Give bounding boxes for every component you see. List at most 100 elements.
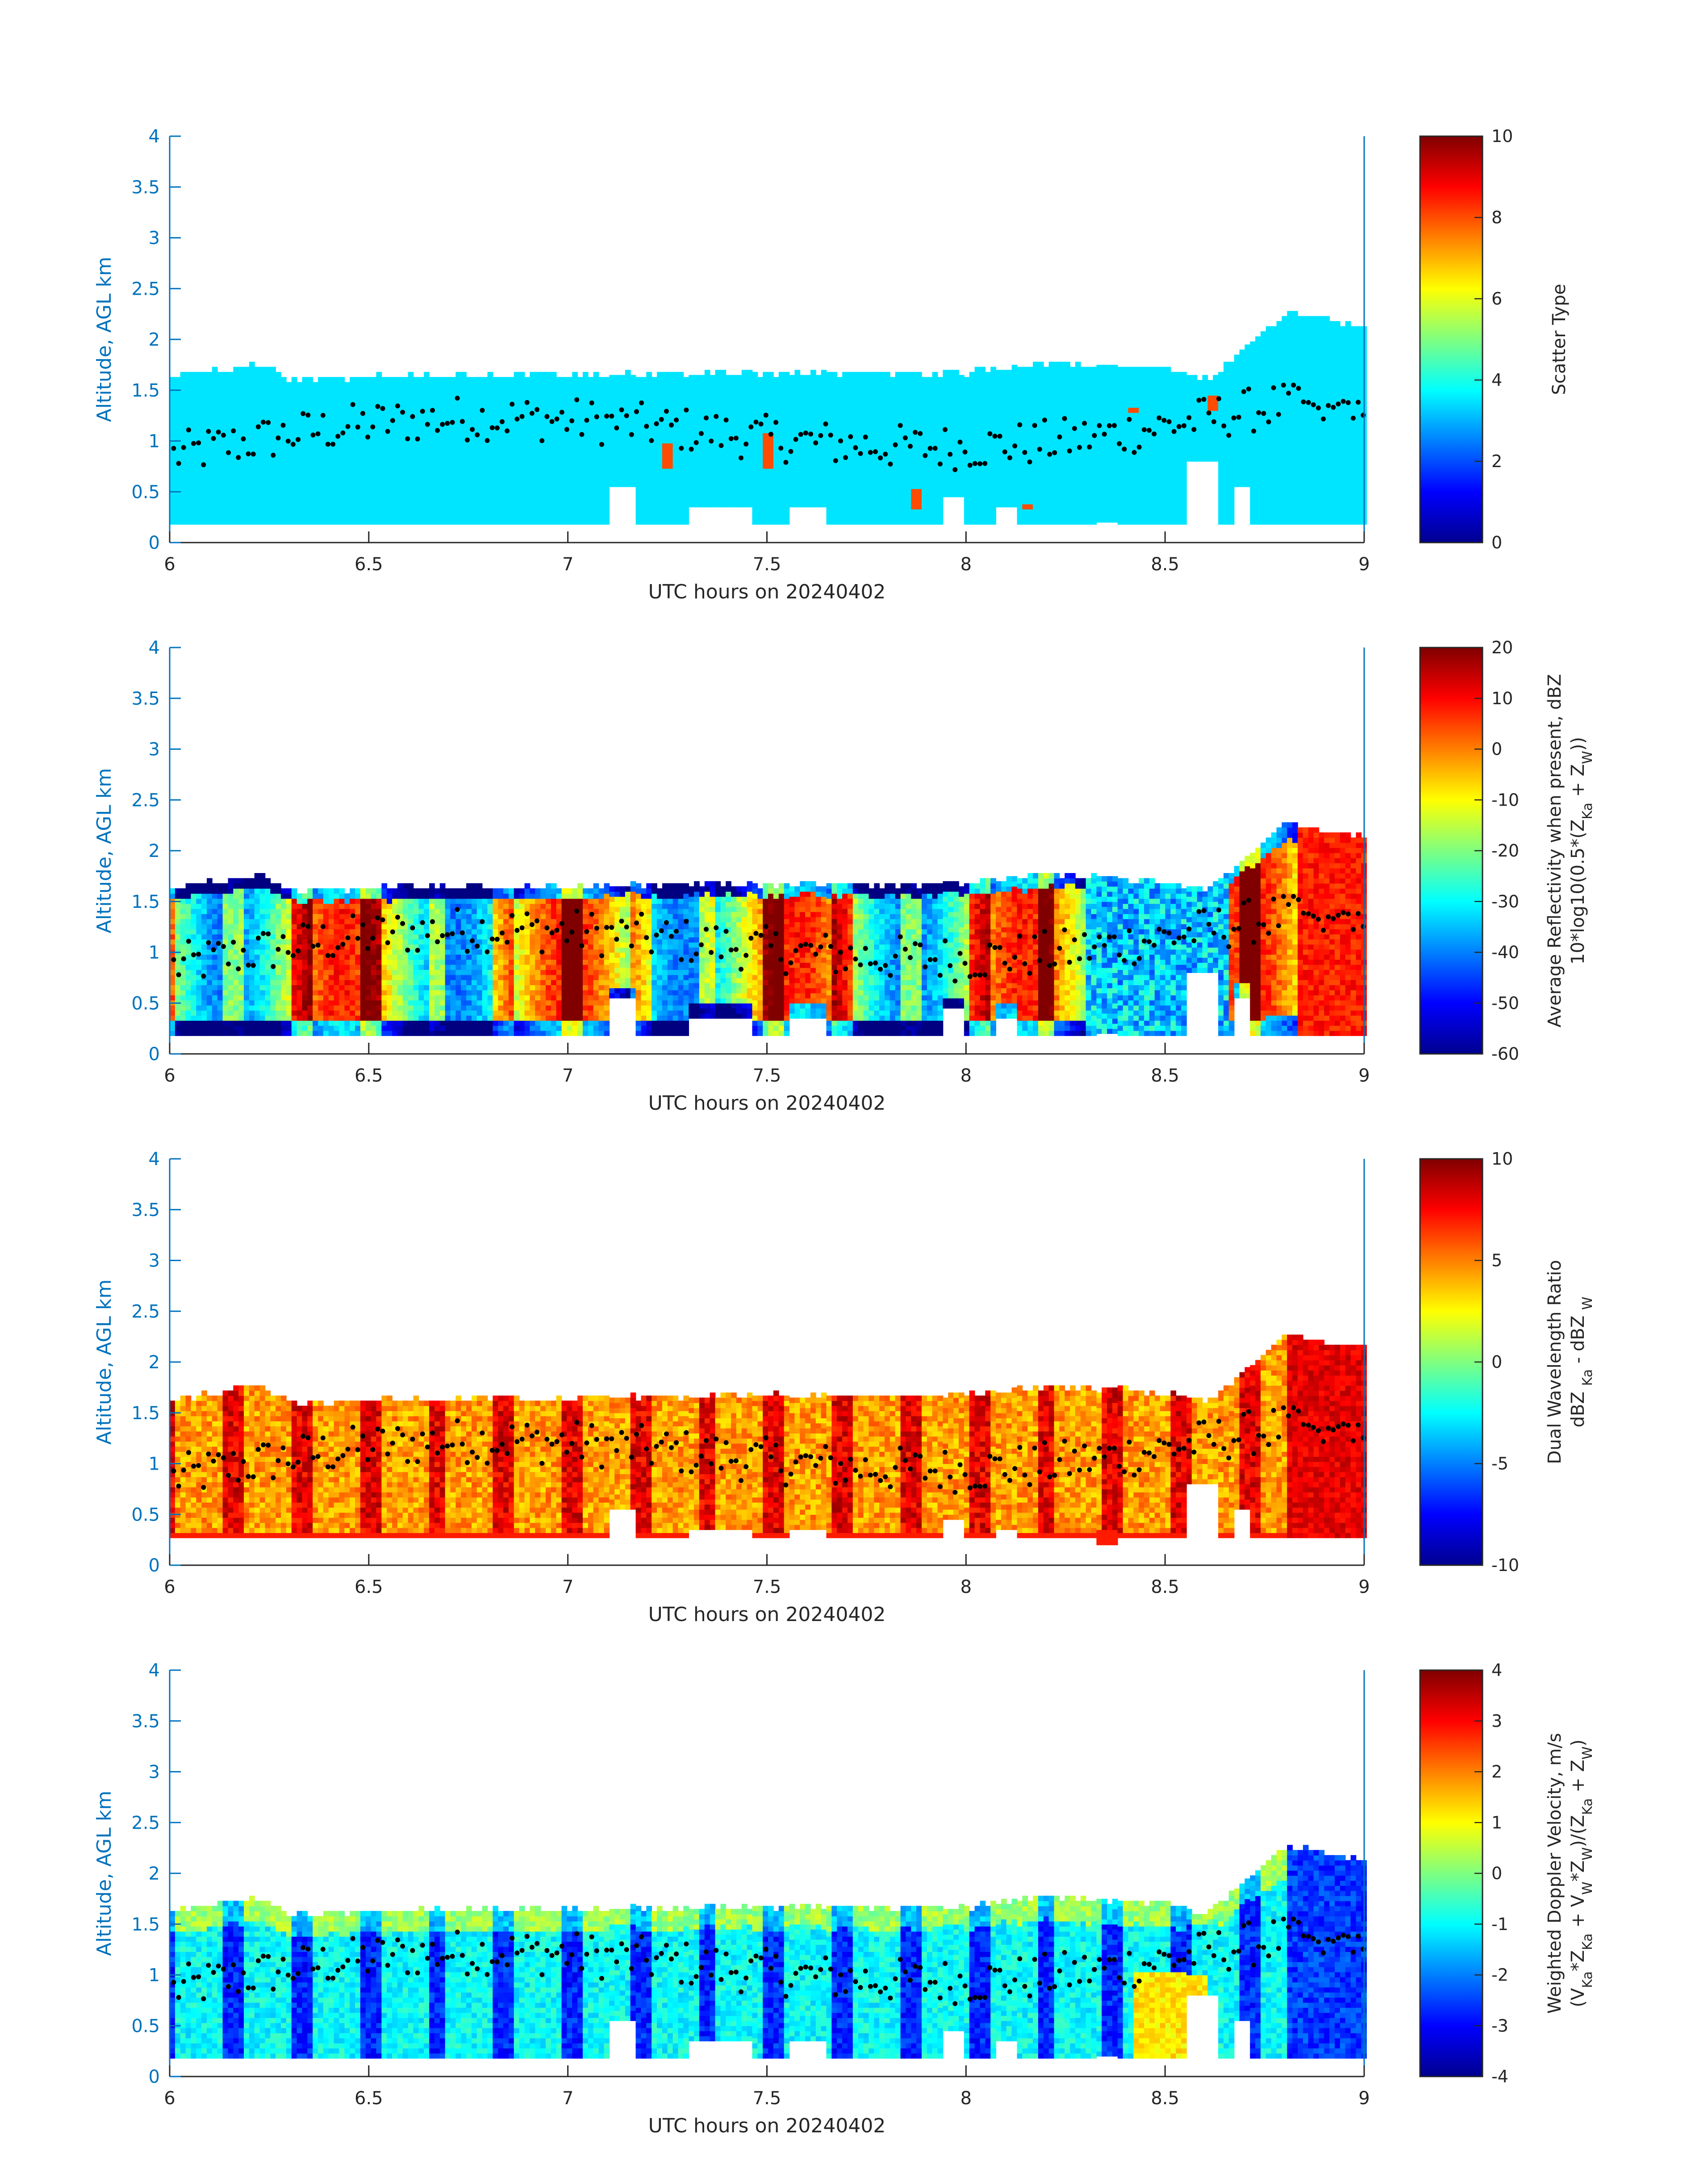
- heatmap-cell: [815, 461, 822, 467]
- heatmap-cell: [207, 489, 213, 494]
- heatmap-cell: [1048, 377, 1055, 383]
- heatmap-cell: [815, 502, 822, 508]
- heatmap-cell: [848, 377, 853, 383]
- heatmap-cell: [720, 430, 727, 436]
- heatmap-cell: [927, 509, 933, 515]
- heatmap-cell: [879, 382, 885, 388]
- heatmap-cell: [874, 484, 880, 489]
- heatmap-cell: [863, 427, 869, 434]
- heatmap-cell: [630, 456, 636, 462]
- heatmap-cell: [318, 519, 324, 525]
- heatmap-cell: [895, 433, 901, 439]
- heatmap-cell: [493, 438, 499, 443]
- heatmap-cell: [493, 514, 499, 520]
- heatmap-cell: [874, 493, 880, 499]
- heatmap-cell: [323, 418, 329, 423]
- heatmap-cell: [296, 509, 303, 515]
- heatmap-cell: [387, 468, 393, 474]
- heatmap-cell: [1038, 402, 1044, 408]
- heatmap-cell: [371, 382, 377, 388]
- heatmap-cell: [964, 493, 970, 499]
- heatmap-cell: [980, 412, 986, 418]
- heatmap-cell: [831, 478, 838, 484]
- heatmap-cell: [339, 392, 345, 398]
- heatmap-cell: [757, 509, 764, 515]
- heatmap-cell: [683, 484, 689, 489]
- heatmap-cell: [281, 387, 287, 393]
- heatmap-cell: [848, 427, 853, 434]
- heatmap-cell: [307, 489, 313, 494]
- heatmap-cell: [651, 493, 657, 499]
- heatmap-cell: [768, 448, 774, 454]
- heatmap-cell: [355, 504, 361, 510]
- heatmap-cell: [482, 489, 488, 494]
- heatmap-cell: [524, 382, 530, 388]
- heatmap-cell: [869, 418, 875, 423]
- heatmap-cell: [810, 481, 816, 487]
- heatmap-cell: [895, 382, 901, 388]
- heatmap-cell: [408, 427, 414, 434]
- heatmap-cell: [731, 466, 737, 472]
- heatmap-cell: [990, 509, 996, 515]
- heatmap-cell: [662, 443, 668, 449]
- heatmap-cell: [1075, 493, 1081, 499]
- heatmap-cell: [1022, 397, 1028, 403]
- heatmap-cell: [307, 468, 313, 474]
- heatmap-cell: [858, 402, 864, 408]
- heatmap-cell: [185, 473, 192, 479]
- heatmap-cell: [789, 415, 795, 421]
- heatmap-cell: [996, 421, 1002, 426]
- heatmap-cell: [371, 484, 377, 489]
- heatmap-cell: [1033, 438, 1039, 443]
- heatmap-cell: [794, 441, 801, 447]
- heatmap-cell: [757, 397, 764, 403]
- heatmap-cell: [964, 509, 970, 515]
- heatmap-cell: [922, 418, 927, 423]
- heatmap-cell: [350, 448, 355, 454]
- heatmap-cell: [726, 441, 731, 447]
- heatmap-cell: [747, 436, 753, 442]
- heatmap-cell: [757, 443, 764, 449]
- heatmap-cell: [895, 412, 901, 418]
- heatmap-cell: [551, 372, 557, 377]
- heatmap-cell: [455, 402, 462, 408]
- heatmap-cell: [842, 377, 848, 383]
- heatmap-cell: [265, 519, 271, 525]
- heatmap-cell: [980, 514, 986, 520]
- heatmap-cell: [296, 407, 303, 413]
- heatmap-cell: [821, 415, 827, 421]
- heatmap-cell: [334, 458, 340, 464]
- heatmap-cell: [228, 509, 234, 515]
- heatmap-cell: [805, 471, 811, 477]
- heatmap-cell: [286, 412, 292, 418]
- heatmap-cell: [1038, 453, 1044, 459]
- heatmap-cell: [948, 415, 954, 421]
- heatmap-cell: [530, 473, 536, 479]
- heatmap-cell: [990, 514, 996, 520]
- heatmap-cell: [233, 397, 239, 403]
- heatmap-cell: [752, 489, 758, 494]
- heatmap-cell: [789, 471, 795, 477]
- heatmap-cell: [514, 382, 520, 388]
- heatmap-cell: [286, 499, 292, 505]
- heatmap-cell: [651, 412, 657, 418]
- heatmap-cell: [980, 453, 986, 459]
- heatmap-cell: [201, 377, 207, 383]
- heatmap-cell: [773, 382, 779, 388]
- heatmap-cell: [678, 418, 684, 423]
- heatmap-cell: [519, 493, 525, 499]
- heatmap-cell: [678, 468, 684, 474]
- heatmap-cell: [974, 448, 981, 454]
- heatmap-cell: [969, 377, 975, 383]
- heatmap-cell: [852, 438, 859, 443]
- heatmap-cell: [466, 514, 472, 520]
- heatmap-cell: [1033, 453, 1039, 459]
- heatmap-cell: [863, 443, 869, 449]
- heatmap-cell: [922, 463, 927, 469]
- heatmap-cell: [609, 471, 615, 477]
- heatmap-cell: [535, 392, 541, 398]
- heatmap-cell: [376, 458, 382, 464]
- heatmap-cell: [381, 504, 388, 510]
- heatmap-cell: [344, 407, 351, 413]
- heatmap-cell: [985, 382, 991, 388]
